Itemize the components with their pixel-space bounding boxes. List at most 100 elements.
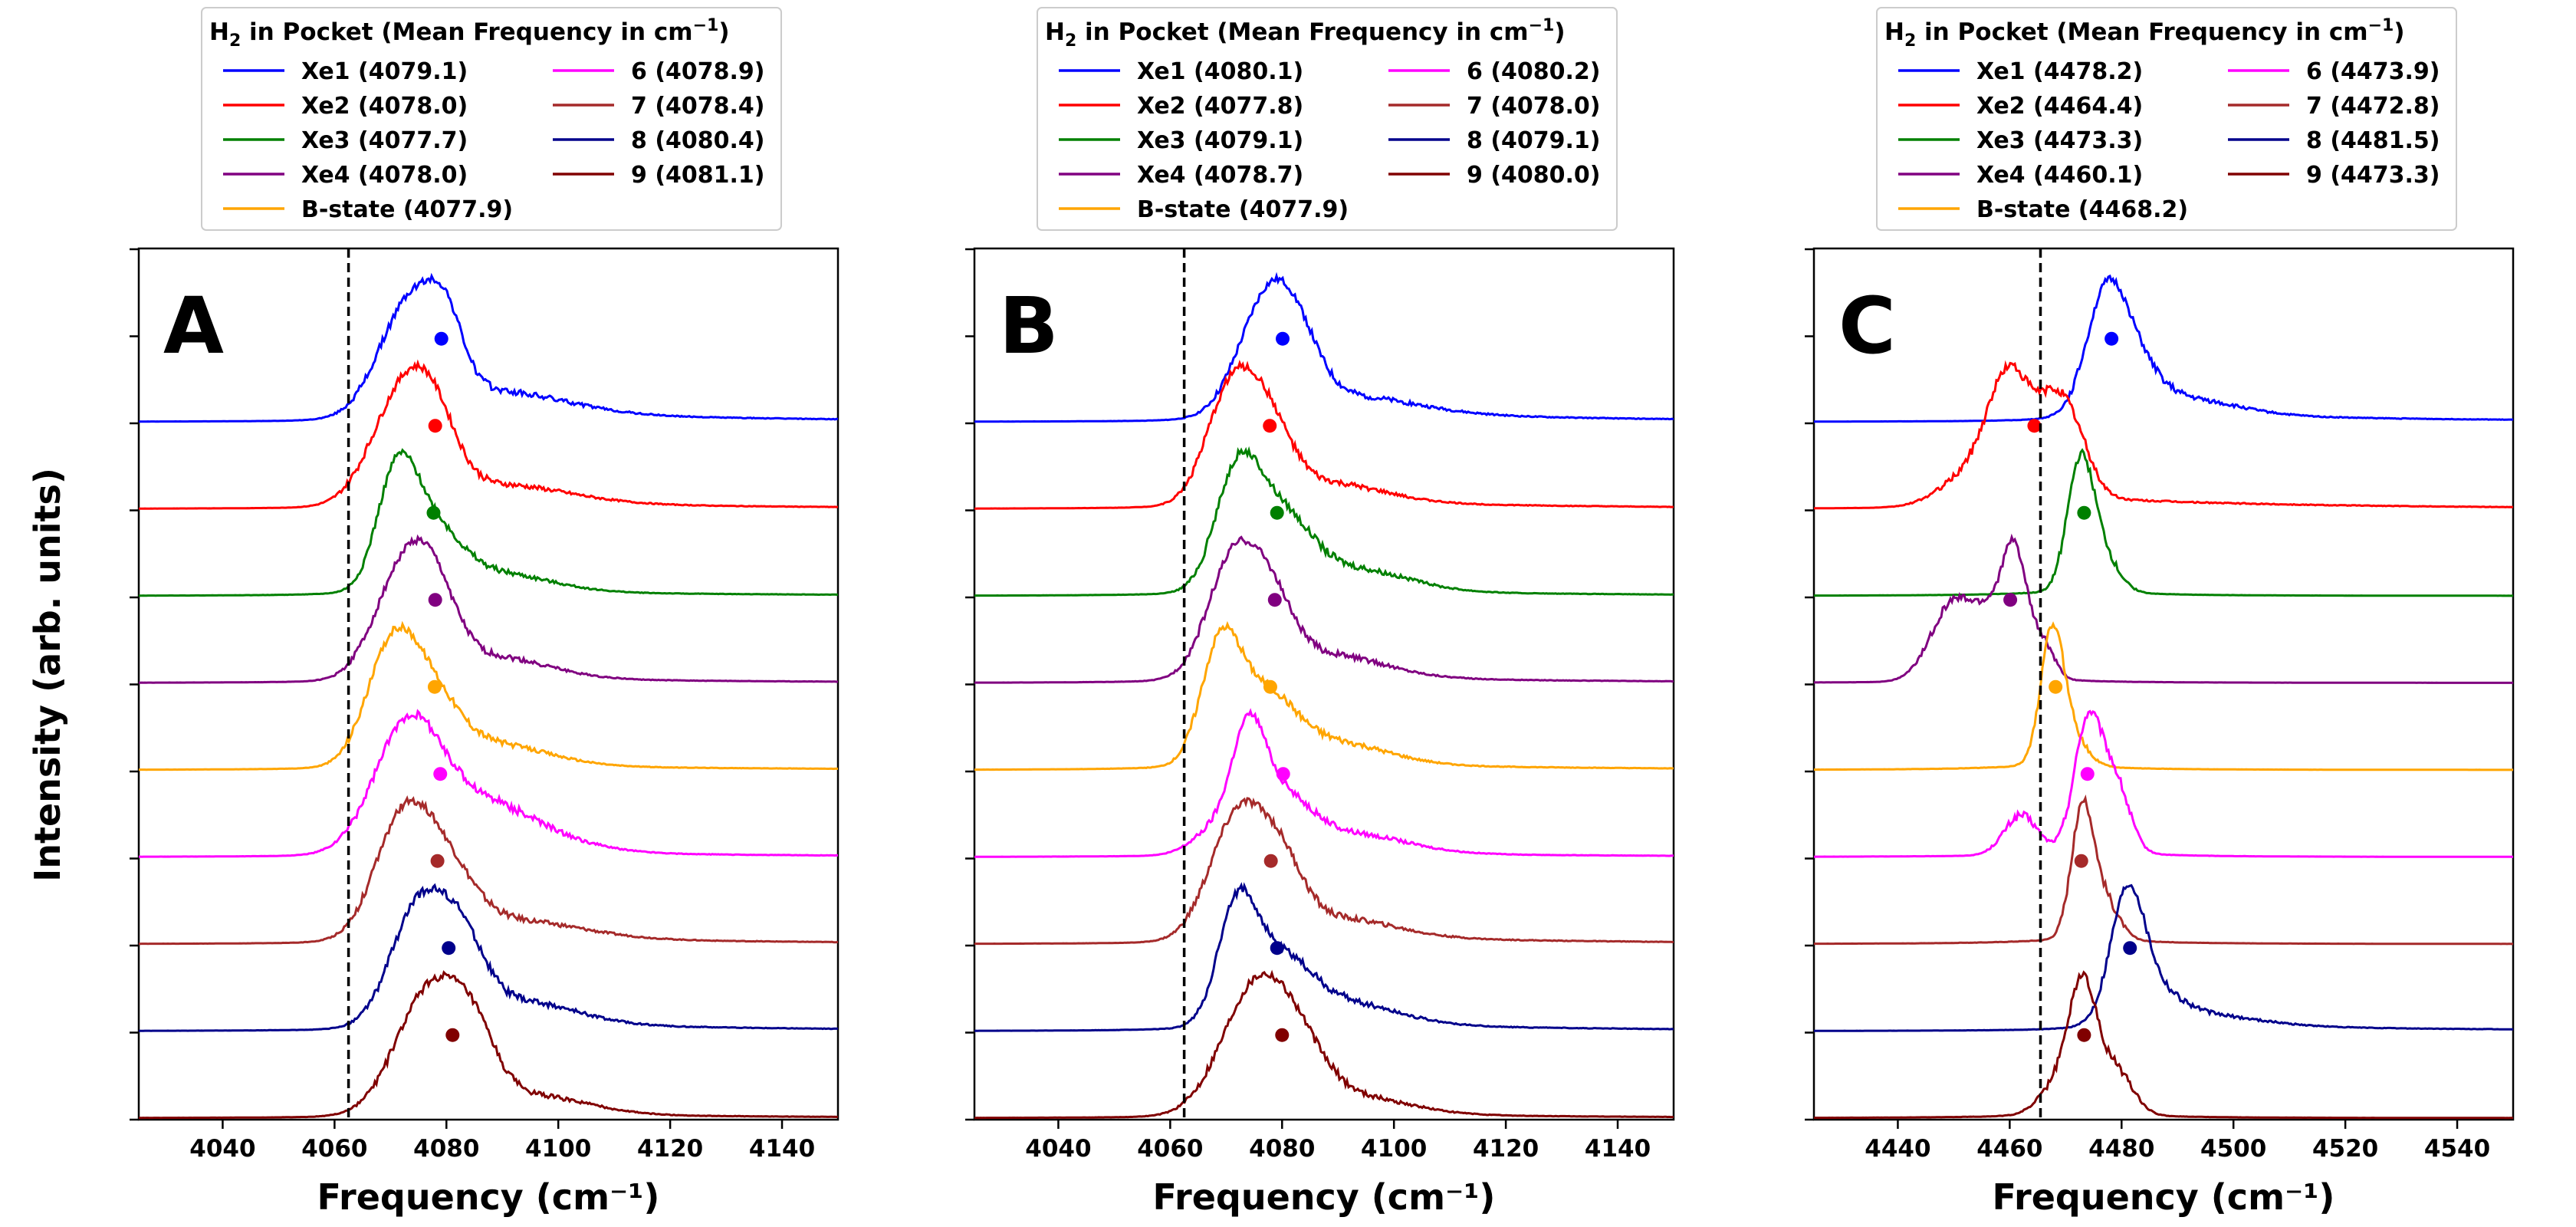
series-line-7 xyxy=(1814,794,2513,946)
legend-title-subscript: 2 xyxy=(1065,31,1076,51)
legend-entry-xe1: Xe1 (4478.2) xyxy=(1976,58,2143,85)
legend-title-close: ) xyxy=(1554,18,1565,46)
x-tick-label: 4100 xyxy=(1361,1135,1427,1163)
series-line-xe4 xyxy=(139,534,838,684)
mean-marker-9 xyxy=(1275,1028,1290,1042)
legend-entry-8: 8 (4080.4) xyxy=(631,127,765,154)
series-line-9 xyxy=(139,970,838,1120)
series-line-b-state xyxy=(974,620,1674,771)
series-line-9 xyxy=(1814,970,2513,1120)
legend-entry-xe1: Xe1 (4080.1) xyxy=(1137,58,1303,85)
legend-entry-7: 7 (4078.4) xyxy=(631,93,765,120)
legend-title: H2 in Pocket (Mean Frequency in cm−1) xyxy=(1884,16,2405,51)
x-tick-label: 4440 xyxy=(1865,1135,1930,1163)
x-tick-label: 4140 xyxy=(749,1135,815,1163)
mean-marker-xe3 xyxy=(2077,505,2091,520)
legend-title-h: H xyxy=(209,18,229,46)
mean-marker-6 xyxy=(2080,767,2095,781)
mean-marker-7 xyxy=(2074,854,2088,868)
series-line-9 xyxy=(974,969,1674,1120)
series-line-8 xyxy=(974,882,1674,1032)
legend-title-subscript: 2 xyxy=(229,31,241,51)
mean-marker-b-state xyxy=(427,679,442,694)
legend-title: H2 in Pocket (Mean Frequency in cm−1) xyxy=(1045,16,1566,51)
legend-title-h: H xyxy=(1884,18,1904,46)
x-tick-label: 4080 xyxy=(1249,1135,1315,1163)
series-line-7 xyxy=(139,794,838,946)
series-line-xe3 xyxy=(139,448,838,597)
mean-marker-xe4 xyxy=(428,593,442,607)
mean-marker-8 xyxy=(442,941,456,956)
mean-marker-8 xyxy=(2123,941,2137,956)
mean-marker-8 xyxy=(1270,941,1284,956)
panel-b: 4040 4060 4080 4100 4120 4140 Frequency (cm⁻¹)… xyxy=(965,7,1675,1218)
panel-c: 4440 4460 4480 4500 4520 4540 Frequency (cm⁻¹)… xyxy=(1805,7,2515,1218)
series-line-b-state xyxy=(1814,621,2513,771)
legend-title-h: H xyxy=(1045,18,1065,46)
legend-title-close: ) xyxy=(718,18,729,46)
series-line-b-state xyxy=(139,620,838,771)
legend-entry-b-state: B-state (4077.9) xyxy=(1137,196,1349,223)
legend-entry-xe2: Xe2 (4464.4) xyxy=(1976,93,2143,120)
legend-entry-6: 6 (4078.9) xyxy=(631,58,765,85)
x-tick-label: 4460 xyxy=(1976,1135,2042,1163)
x-tick-label: 4140 xyxy=(1585,1135,1651,1163)
mean-marker-xe3 xyxy=(426,505,441,520)
legend-title: H2 in Pocket (Mean Frequency in cm−1) xyxy=(209,16,730,51)
mean-marker-b-state xyxy=(2049,679,2063,694)
legend-title-text: in Pocket (Mean Frequency in cm xyxy=(1916,18,2367,46)
series-line-8 xyxy=(139,883,838,1032)
legend-entry-9: 9 (4081.1) xyxy=(631,162,765,189)
legend-entry-xe1: Xe1 (4079.1) xyxy=(301,58,468,85)
mean-marker-xe2 xyxy=(428,419,442,433)
x-tick-label: 4060 xyxy=(1137,1135,1203,1163)
series-line-xe1 xyxy=(139,272,838,423)
legend-title-superscript: −1 xyxy=(2368,16,2394,35)
mean-marker-6 xyxy=(433,767,448,781)
legend-title-superscript: −1 xyxy=(693,16,719,35)
mean-marker-7 xyxy=(430,854,445,868)
legend-entry-xe4: Xe4 (4078.0) xyxy=(301,162,468,189)
x-tick-label: 4540 xyxy=(2424,1135,2490,1163)
legend-title-superscript: −1 xyxy=(1529,16,1555,35)
mean-marker-xe3 xyxy=(1270,505,1284,520)
series-line-xe2 xyxy=(974,360,1674,510)
x-tick-label: 4520 xyxy=(2312,1135,2378,1163)
series-line-8 xyxy=(1814,883,2513,1032)
series-line-xe2 xyxy=(1814,360,2513,510)
series-line-xe3 xyxy=(974,446,1674,597)
legend-entry-9: 9 (4080.0) xyxy=(1467,162,1601,189)
legend-title-text: in Pocket (Mean Frequency in cm xyxy=(1076,18,1528,46)
legend-entry-xe3: Xe3 (4077.7) xyxy=(301,127,468,154)
mean-marker-9 xyxy=(2077,1028,2091,1042)
legend-entry-xe4: Xe4 (4078.7) xyxy=(1137,162,1303,189)
mean-marker-xe2 xyxy=(1263,419,1277,433)
series-line-7 xyxy=(974,797,1674,946)
legend-title-text: in Pocket (Mean Frequency in cm xyxy=(241,18,692,46)
legend-entry-7: 7 (4472.8) xyxy=(2306,93,2440,120)
series-line-xe4 xyxy=(1814,533,2513,684)
legend-entry-xe3: Xe3 (4079.1) xyxy=(1137,127,1303,154)
legend-entry-b-state: B-state (4468.2) xyxy=(1976,196,2188,223)
legend-title-close: ) xyxy=(2394,18,2404,46)
series-line-xe1 xyxy=(974,271,1674,423)
legend-entry-xe3: Xe3 (4473.3) xyxy=(1976,127,2143,154)
legend-entry-8: 8 (4481.5) xyxy=(2306,127,2440,154)
legend-entry-xe2: Xe2 (4077.8) xyxy=(1137,93,1303,120)
legend-entry-7: 7 (4078.0) xyxy=(1467,93,1601,120)
mean-marker-xe1 xyxy=(434,331,449,346)
legend-entry-b-state: B-state (4077.9) xyxy=(301,196,513,223)
mean-marker-6 xyxy=(1276,767,1290,781)
panel-label: B xyxy=(999,281,1059,372)
legend-entry-xe4: Xe4 (4460.1) xyxy=(1976,162,2143,189)
mean-marker-9 xyxy=(445,1028,460,1042)
x-axis-label: Frequency (cm⁻¹) xyxy=(1993,1176,2335,1218)
mean-marker-xe4 xyxy=(1267,593,1282,607)
series-line-xe3 xyxy=(1814,448,2513,597)
x-tick-label: 4060 xyxy=(301,1135,367,1163)
series-line-6 xyxy=(139,709,838,858)
x-tick-label: 4040 xyxy=(1025,1135,1091,1163)
legend-box xyxy=(201,7,782,231)
figure-ylabel: Intensity (arb. units) xyxy=(27,468,68,882)
mean-marker-b-state xyxy=(1263,679,1277,694)
